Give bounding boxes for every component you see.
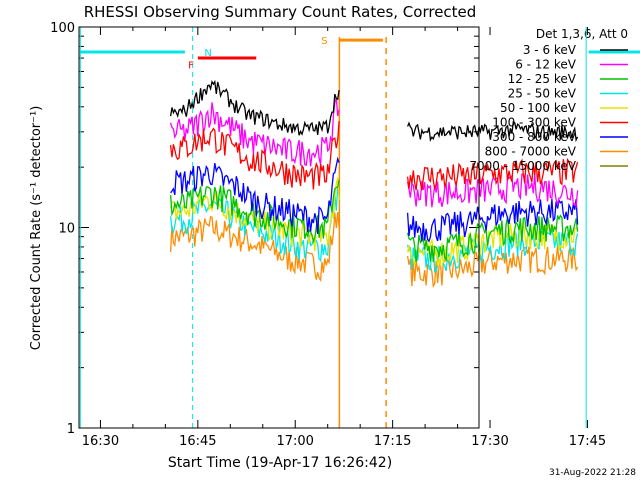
y-tick-label: 100 [50,21,75,36]
legend-label: 6 - 12 keV [515,58,577,72]
legend-title: Det 1,3,6, Att 0 [536,27,628,41]
legend-label: 50 - 100 keV [500,101,577,115]
x-tick-label: 17:30 [471,434,508,449]
legend-label: 800 - 7000 keV [485,145,577,159]
x-tick-label: 17:45 [569,434,606,449]
series-line-300-800keV [170,156,340,234]
night-marker-label: N [204,48,211,59]
legend-label: 12 - 25 keV [508,72,577,86]
legend-label: 300 - 800 keV [492,130,576,144]
flare-marker-label: F [188,61,194,72]
chart-title: RHESSI Observing Summary Count Rates, Co… [84,3,477,21]
x-tick-label: 16:45 [179,434,216,449]
y-axis-label: Corrected Count Rate (s⁻¹ detector⁻¹) [29,106,44,351]
legend-label: 7000 - 15000 keV [469,159,576,173]
legend-label: 25 - 50 keV [508,87,577,101]
footer-timestamp: 31-Aug-2022 21:28 [549,468,636,478]
plot-frame [78,26,480,429]
plot-marks: 16:3016:4517:0017:1517:3017:4518:0011010… [50,21,640,449]
x-tick-label: 16:30 [82,434,119,449]
series-line-3-6keV [406,120,579,143]
series-line-3-6keV [169,79,340,136]
legend-label: 3 - 6 keV [523,43,577,57]
series-line-100-300keV [406,157,579,191]
y-tick-label: 1 [67,422,75,437]
x-axis-label: Start Time (19-Apr-17 16:26:42) [168,455,392,471]
series-line-12-25keV [169,179,340,244]
x-tick-label: 17:00 [276,434,313,449]
series-line-6-12keV [406,173,579,209]
y-tick-label: 10 [58,222,75,237]
series-line-6-12keV [169,97,340,167]
series-line-12-25keV [406,214,579,263]
series-line-800-7000keV [169,212,340,283]
series-line-300-800keV [406,198,579,243]
x-tick-label: 17:15 [374,434,411,449]
series-line-100-300keV [169,121,340,190]
series-line-25-50keV [406,228,579,273]
series-line-800-7000keV [406,245,579,289]
saa-marker-label: S [321,36,327,47]
legend-label: 100 - 300 keV [492,116,576,130]
